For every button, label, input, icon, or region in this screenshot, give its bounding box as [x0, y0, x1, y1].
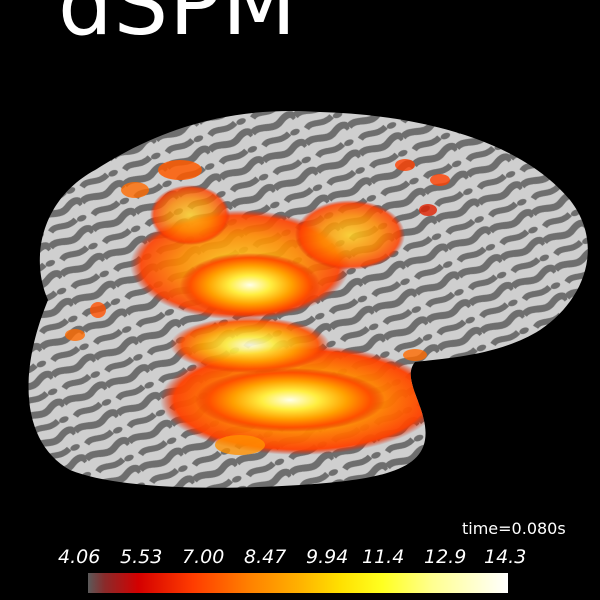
colorbar-tick: 5.53 — [120, 546, 163, 568]
colorbar-tick: 4.06 — [58, 546, 101, 568]
colorbar-tick: 11.4 — [362, 546, 405, 568]
colorbar-tick: 14.3 — [484, 546, 527, 568]
colorbar-tick: 8.47 — [244, 546, 287, 568]
colorbar-tick: 9.94 — [306, 546, 349, 568]
plot-title: dSPM — [58, 0, 298, 55]
colorbar — [88, 573, 508, 593]
colorbar-tick-labels: 4.06 5.53 7.00 8.47 9.94 11.4 12.9 14.3 — [58, 546, 538, 570]
activation-map — [28, 159, 450, 455]
time-label: time=0.080s — [462, 519, 566, 538]
colorbar-tick: 12.9 — [424, 546, 467, 568]
colorbar-tick: 7.00 — [182, 546, 225, 568]
